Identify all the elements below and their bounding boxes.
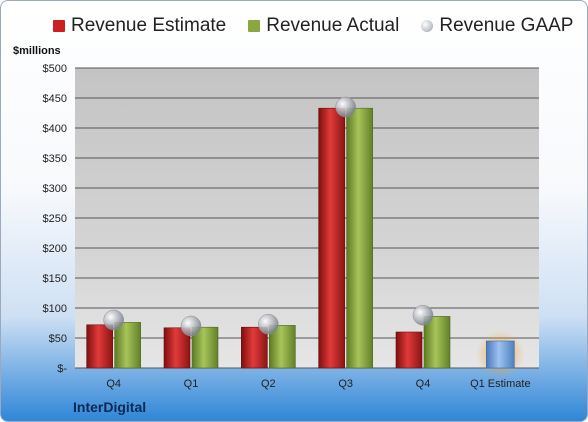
point-gaap-2 [258, 313, 279, 335]
point-gaap-3 [335, 96, 356, 118]
brand-label: InterDigital [73, 399, 147, 415]
point-gaap-1 [180, 315, 202, 337]
bar-estimate-3 [318, 107, 345, 369]
point-gaap-4 [412, 304, 434, 326]
bar-actual-3 [346, 107, 373, 369]
y-tick-label: $250 [43, 213, 67, 225]
y-tick-label: $150 [43, 273, 67, 285]
y-tick-label: $200 [43, 243, 67, 255]
grid-lines [75, 67, 539, 369]
legend-swatch-actual [248, 20, 261, 32]
x-axis-ticks: Q4 Q1 Q2 Q3 Q4 Q1 Estimate [106, 378, 530, 390]
legend-label-estimate: Revenue Estimate [71, 15, 227, 36]
bar-next-estimate-5 [486, 340, 515, 369]
legend-swatch-gaap [421, 20, 434, 32]
y-tick-label: $100 [43, 303, 67, 315]
point-gaap-0 [103, 309, 124, 331]
y-tick-label: $50 [49, 333, 67, 345]
legend-item-revenue-estimate: Revenue Estimate [53, 15, 226, 37]
y-unit-label: $millions [13, 45, 61, 57]
y-tick-label: $350 [43, 153, 67, 165]
bar-actual-4 [423, 316, 451, 369]
y-axis-ticks: $- $50 $100 $150 $200 $250 $300 $350 $400 $450 $50… [43, 63, 68, 375]
bars [86, 96, 525, 378]
legend-item-revenue-actual: Revenue Actual [248, 15, 399, 37]
bar-actual-0 [114, 322, 141, 369]
x-tick-label: Q3 [338, 378, 353, 390]
x-tick-label: Q1 [184, 378, 199, 390]
bar-estimate-0 [86, 324, 113, 369]
legend-item-revenue-gaap: Revenue GAAP [421, 15, 573, 37]
legend-label-actual: Revenue Actual [266, 15, 400, 36]
x-tick-label: Q1 Estimate [470, 378, 531, 390]
legend-swatch-estimate [53, 20, 65, 32]
x-tick-label: Q2 [261, 378, 276, 390]
bar-estimate-2 [241, 326, 268, 369]
y-tick-label: $400 [43, 123, 67, 135]
bar-estimate-4 [395, 331, 423, 369]
legend: Revenue Estimate Revenue Actual Revenue … [53, 15, 573, 37]
x-tick-label: Q4 [416, 378, 431, 390]
legend-label-gaap: Revenue GAAP [439, 15, 574, 36]
y-tick-label: $450 [43, 93, 67, 105]
y-tick-label: $- [57, 363, 67, 375]
x-tick-label: Q4 [106, 378, 121, 390]
y-tick-label: $500 [43, 63, 67, 75]
y-tick-label: $300 [43, 183, 67, 195]
